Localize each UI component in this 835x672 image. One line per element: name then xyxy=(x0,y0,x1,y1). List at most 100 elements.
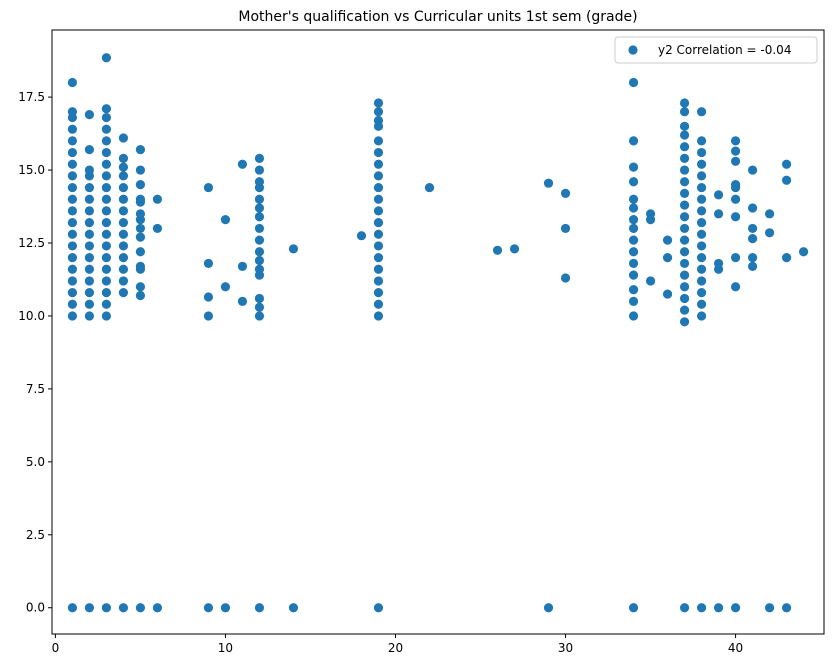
data-point xyxy=(696,252,707,263)
data-point xyxy=(696,171,707,181)
data-point xyxy=(152,603,163,613)
data-point xyxy=(67,182,78,193)
data-point xyxy=(254,603,265,613)
data-point xyxy=(101,171,112,181)
data-point xyxy=(135,290,146,301)
data-point xyxy=(254,247,265,257)
data-point xyxy=(254,223,265,234)
data-point xyxy=(84,288,95,298)
data-point xyxy=(84,311,95,321)
data-point xyxy=(135,247,146,257)
data-point xyxy=(730,180,741,190)
data-point xyxy=(628,136,639,146)
data-point xyxy=(747,165,758,175)
data-point xyxy=(798,247,809,257)
data-point xyxy=(509,244,520,254)
data-point xyxy=(118,162,129,172)
data-point xyxy=(203,311,214,321)
data-point xyxy=(781,159,792,169)
data-point xyxy=(118,194,129,204)
y-tick-label: 5.0 xyxy=(26,455,45,469)
data-point xyxy=(696,229,707,239)
plot-frame xyxy=(51,29,825,635)
data-point xyxy=(730,146,741,156)
data-point xyxy=(696,182,707,193)
data-point xyxy=(101,147,112,158)
data-point xyxy=(101,217,112,228)
data-point xyxy=(67,107,78,117)
y-tick-label: 10.0 xyxy=(18,309,45,323)
data-point xyxy=(679,603,690,613)
data-point xyxy=(373,264,384,274)
data-point xyxy=(679,235,690,245)
data-point xyxy=(237,261,248,271)
data-point xyxy=(373,229,384,239)
data-point xyxy=(713,603,724,613)
data-point xyxy=(84,229,95,239)
data-point xyxy=(560,273,571,283)
data-point xyxy=(288,244,299,254)
data-point xyxy=(254,165,265,175)
data-point xyxy=(84,194,95,204)
data-point xyxy=(730,282,741,292)
data-point xyxy=(696,276,707,286)
data-point xyxy=(118,288,129,298)
data-point xyxy=(135,180,146,190)
data-point xyxy=(628,258,639,269)
data-point xyxy=(373,147,384,158)
data-point xyxy=(101,311,112,321)
data-point xyxy=(135,194,146,204)
data-point xyxy=(730,194,741,204)
data-point xyxy=(373,217,384,228)
data-point xyxy=(713,258,724,269)
data-point xyxy=(67,124,78,134)
data-point xyxy=(679,188,690,198)
data-point xyxy=(679,107,690,117)
data-point xyxy=(373,276,384,286)
data-point xyxy=(254,302,265,312)
y-tick-label: 17.5 xyxy=(18,90,45,104)
data-point xyxy=(628,247,639,257)
data-point xyxy=(628,603,639,613)
data-point xyxy=(696,299,707,309)
data-point xyxy=(67,603,78,613)
legend-entry-label: y2 Correlation = -0.04 xyxy=(658,43,791,57)
data-point xyxy=(628,311,639,321)
data-point xyxy=(135,223,146,234)
legend-marker xyxy=(628,45,638,55)
data-point xyxy=(101,603,112,613)
x-tick-label: 30 xyxy=(558,641,573,655)
data-point xyxy=(101,159,112,169)
data-point xyxy=(628,203,639,213)
data-point xyxy=(747,223,758,234)
data-point xyxy=(101,112,112,123)
data-point xyxy=(101,264,112,274)
data-point xyxy=(781,175,792,185)
data-point xyxy=(764,228,775,238)
data-point xyxy=(67,299,78,309)
data-point xyxy=(67,276,78,286)
legend-box xyxy=(614,36,818,64)
data-point xyxy=(254,311,265,321)
data-point xyxy=(67,147,78,158)
data-point xyxy=(237,159,248,169)
data-points xyxy=(67,53,809,613)
data-point xyxy=(135,603,146,613)
data-point xyxy=(101,53,112,63)
data-point xyxy=(696,264,707,274)
data-point xyxy=(373,252,384,263)
data-point xyxy=(67,206,78,216)
data-point xyxy=(67,252,78,263)
x-axis: 0 10 20 30 40 xyxy=(52,634,743,655)
data-point xyxy=(628,194,639,204)
data-point xyxy=(696,194,707,204)
data-point xyxy=(679,305,690,315)
data-point xyxy=(254,153,265,163)
data-point xyxy=(696,288,707,298)
data-point xyxy=(101,194,112,204)
data-point xyxy=(696,217,707,228)
data-point xyxy=(203,292,214,302)
data-point xyxy=(84,276,95,286)
data-point xyxy=(373,206,384,216)
data-point xyxy=(118,264,129,274)
